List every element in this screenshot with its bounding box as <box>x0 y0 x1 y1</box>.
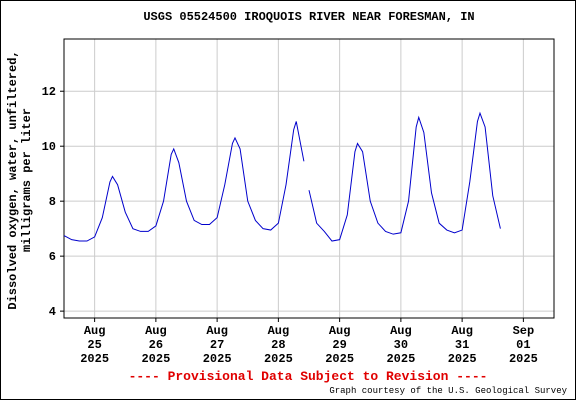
y-axis-label: Dissolved oxygen, water, unfiltered, <box>6 50 20 309</box>
y-tick-label: 10 <box>42 140 56 154</box>
plot-area <box>63 38 555 319</box>
x-tick-label: Aug 25 2025 <box>80 324 109 366</box>
y-axis-label: milligrams per liter <box>20 108 34 252</box>
x-tick-label: Aug 28 2025 <box>264 324 293 366</box>
x-tick-label: Sep 01 2025 <box>509 324 538 366</box>
provisional-note: ---- Provisional Data Subject to Revisio… <box>129 369 488 384</box>
y-tick-label: 6 <box>49 250 56 264</box>
chart-title: USGS 05524500 IROQUOIS RIVER NEAR FORESM… <box>143 10 474 24</box>
x-tick-label: Aug 26 2025 <box>141 324 170 366</box>
data-line <box>63 111 501 242</box>
x-tick-label: Aug 31 2025 <box>448 324 477 366</box>
credit: Graph courtesy of the U.S. Geological Su… <box>329 386 567 396</box>
y-tick-label: 4 <box>49 305 56 319</box>
y-tick-label: 12 <box>42 85 56 99</box>
x-tick-label: Aug 29 2025 <box>325 324 354 366</box>
x-tick-label: Aug 27 2025 <box>203 324 232 366</box>
y-tick-label: 8 <box>49 195 56 209</box>
x-tick-label: Aug 30 2025 <box>386 324 415 366</box>
